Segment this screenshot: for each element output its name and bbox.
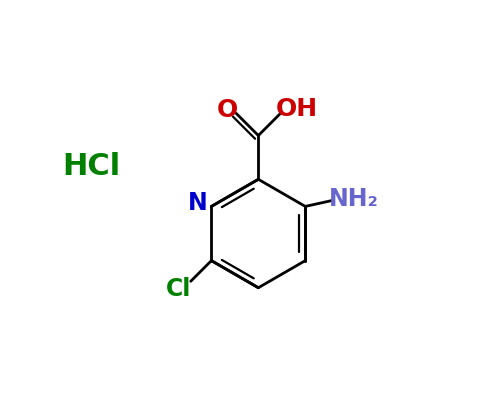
Text: N: N [188, 191, 208, 215]
Text: Cl: Cl [166, 277, 191, 301]
Text: O: O [216, 98, 238, 122]
Text: OH: OH [276, 97, 318, 121]
Text: NH₂: NH₂ [328, 187, 378, 211]
Text: HCl: HCl [62, 152, 120, 181]
